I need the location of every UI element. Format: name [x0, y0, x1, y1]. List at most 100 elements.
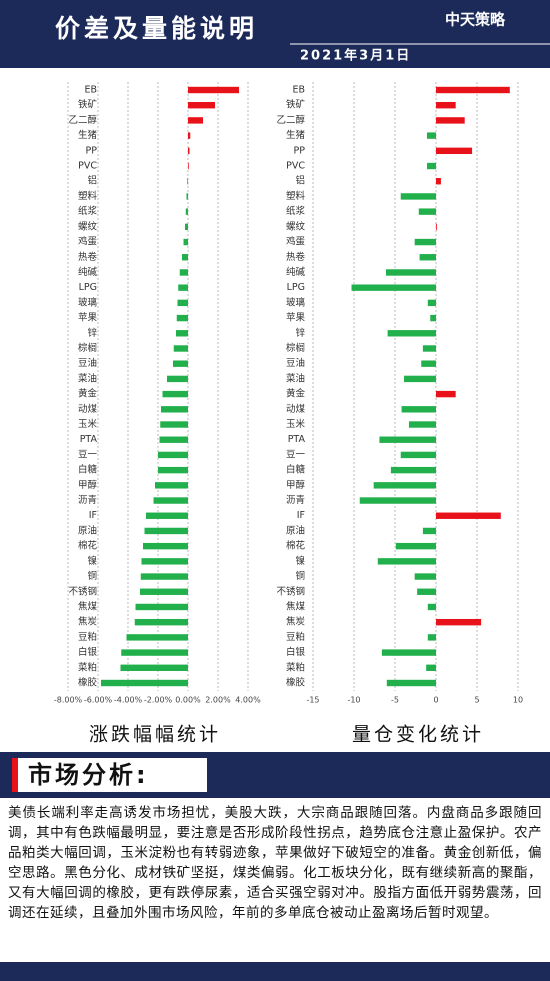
- category-label: 白银: [78, 646, 98, 658]
- category-label: PVC: [78, 161, 97, 172]
- x-tick-label: -10: [347, 696, 360, 705]
- category-label: 玉米: [286, 418, 306, 430]
- category-label: 棕榈: [286, 342, 305, 354]
- category-label: PTA: [80, 434, 98, 445]
- bar: [188, 117, 203, 124]
- bar: [158, 466, 188, 474]
- category-label: 原油: [286, 524, 305, 536]
- category-label: 菜油: [78, 372, 97, 384]
- bar: [188, 162, 189, 170]
- category-label: 玻璃: [78, 296, 97, 308]
- category-label: 焦煤: [78, 600, 98, 612]
- category-label: 乙二醇: [276, 114, 305, 126]
- category-label: 豆粕: [78, 631, 97, 643]
- category-label: 镍: [295, 555, 305, 567]
- bar: [141, 558, 188, 565]
- bar: [134, 618, 188, 626]
- category-label: 不锈钢: [68, 585, 97, 597]
- bar: [422, 527, 436, 535]
- bar: [140, 588, 188, 595]
- category-label: 动煤: [78, 403, 98, 415]
- category-label: 铝: [295, 175, 305, 187]
- bar: [436, 178, 441, 185]
- x-tick-label: -4.00%: [114, 696, 143, 705]
- bar: [430, 314, 436, 322]
- category-label: 甲醇: [286, 479, 306, 491]
- category-label: 玉米: [78, 418, 98, 430]
- bar: [404, 375, 436, 383]
- category-label: PTA: [288, 434, 306, 445]
- bar: [401, 406, 436, 413]
- x-tick-label: -8.00%: [54, 696, 83, 705]
- bar: [146, 512, 188, 519]
- category-label: 苹果: [78, 312, 98, 324]
- x-tick-label: -5: [391, 696, 399, 705]
- bar: [417, 588, 436, 595]
- x-tick-label: 2.00%: [205, 696, 231, 705]
- bar: [187, 178, 188, 185]
- bar: [414, 238, 436, 246]
- bar: [400, 451, 436, 459]
- footer-band: [0, 962, 550, 981]
- bar: [436, 390, 456, 398]
- bar: [422, 345, 436, 352]
- category-label: PP: [294, 145, 306, 156]
- category-label: 橡胶: [286, 677, 306, 689]
- bar: [158, 451, 188, 459]
- bar: [162, 390, 188, 398]
- bar: [183, 238, 188, 246]
- category-label: 菜粕: [286, 661, 305, 673]
- bar: [186, 193, 188, 200]
- bar: [135, 603, 188, 611]
- bar: [155, 482, 188, 489]
- category-label: 镍: [87, 555, 97, 567]
- bar: [140, 573, 188, 580]
- bar: [436, 512, 501, 519]
- category-label: 原油: [78, 524, 97, 536]
- bar: [426, 132, 436, 139]
- bar: [387, 330, 436, 337]
- category-label: 纸浆: [286, 205, 306, 217]
- bar: [414, 573, 436, 580]
- bar: [188, 147, 190, 155]
- header-band: [0, 0, 550, 68]
- bar: [379, 436, 436, 443]
- category-label: 白糖: [286, 464, 306, 476]
- category-label: 螺纹: [286, 220, 306, 232]
- title: 价差及量能说明: [55, 14, 258, 43]
- bar: [436, 86, 510, 94]
- category-label: 铁矿: [78, 99, 98, 111]
- category-label: PP: [86, 145, 98, 156]
- bar: [400, 193, 436, 200]
- analysis-text: 美债长端利率走高诱发市场担忧，美股大跌，大宗商品跟随回落。内盘商品多跟随回调，其…: [8, 805, 542, 921]
- bar: [143, 542, 188, 550]
- category-label: 棉花: [78, 540, 98, 552]
- category-label: 焦煤: [286, 600, 306, 612]
- bar: [161, 406, 188, 413]
- bar: [421, 360, 436, 367]
- analysis-heading: 市场分析:: [28, 761, 149, 789]
- bar: [419, 254, 436, 261]
- category-label: 黄金: [286, 388, 306, 400]
- bar: [120, 664, 188, 671]
- category-label: 沥青: [78, 494, 97, 506]
- bar: [188, 132, 191, 139]
- bar: [395, 542, 436, 550]
- bar: [101, 679, 188, 687]
- bar: [185, 208, 188, 215]
- bar: [427, 603, 436, 611]
- category-label: 豆粕: [286, 631, 305, 643]
- bar: [381, 649, 436, 656]
- bar: [359, 497, 436, 504]
- bar: [167, 375, 188, 383]
- bar: [160, 421, 188, 428]
- category-label: 鸡蛋: [286, 236, 306, 248]
- bar: [436, 147, 473, 155]
- bar: [176, 314, 188, 322]
- category-label: 苹果: [286, 312, 306, 324]
- x-tick-label: 10: [513, 696, 523, 705]
- bar: [436, 223, 437, 231]
- bar: [436, 102, 456, 109]
- category-label: 锌: [87, 327, 97, 339]
